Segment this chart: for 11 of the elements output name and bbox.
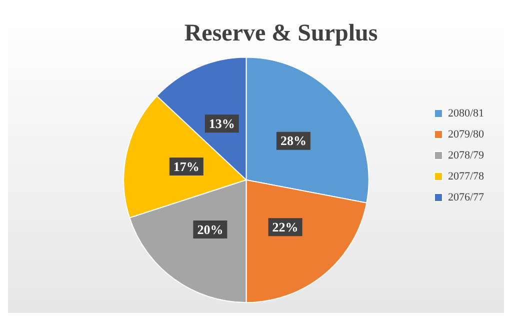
legend-label: 2077/78 [448, 170, 484, 182]
data-label: 20% [197, 222, 224, 237]
data-label: 13% [208, 116, 235, 131]
data-label: 28% [280, 133, 306, 148]
legend-label: 2078/79 [448, 149, 484, 162]
data-label: 17% [173, 158, 200, 174]
data-label: 22% [272, 219, 298, 234]
legend-label: 2080/81 [448, 107, 484, 120]
chart-title: Reserve & Surplus [184, 20, 378, 47]
legend-label: 2079/80 [448, 128, 484, 140]
legend-label: 2076/77 [448, 191, 484, 204]
